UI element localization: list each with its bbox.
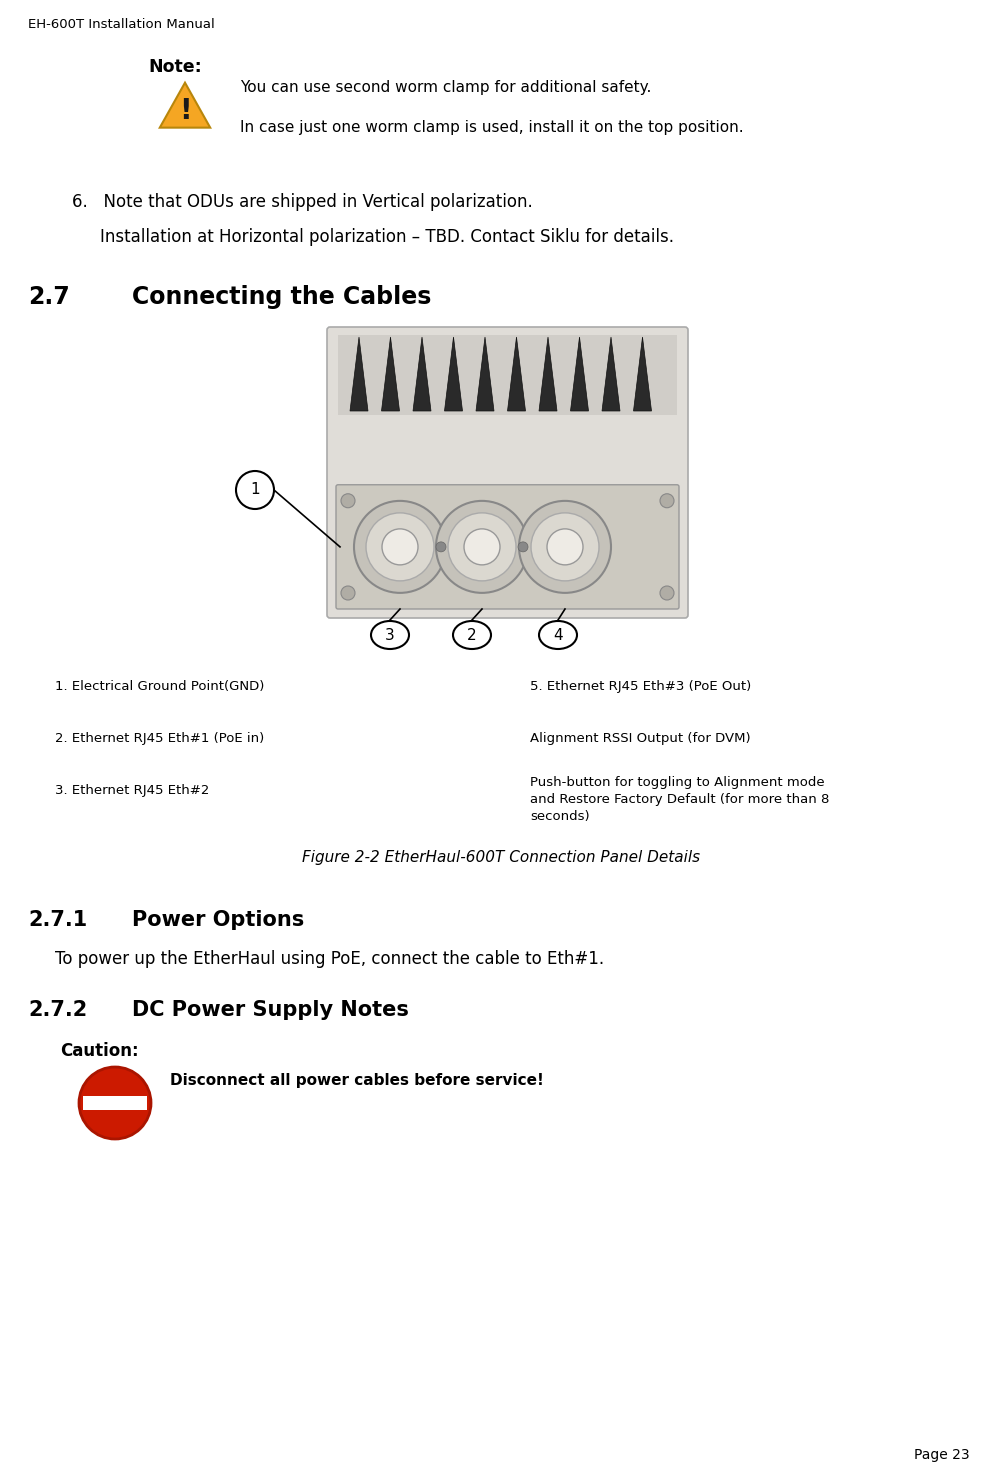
Polygon shape [413,337,431,411]
Circle shape [518,542,528,552]
Text: 2. Ethernet RJ45 Eth#1 (PoE in): 2. Ethernet RJ45 Eth#1 (PoE in) [55,732,265,745]
Text: 6.   Note that ODUs are shipped in Vertical polarization.: 6. Note that ODUs are shipped in Vertica… [72,193,533,211]
Circle shape [436,542,446,552]
Polygon shape [382,337,400,411]
Text: 2.7.2: 2.7.2 [28,1000,87,1020]
Text: Power Options: Power Options [132,911,305,930]
Ellipse shape [371,621,409,649]
Circle shape [531,512,599,581]
Circle shape [464,529,500,565]
Text: To power up the EtherHaul using PoE, connect the cable to Eth#1.: To power up the EtherHaul using PoE, con… [55,950,604,968]
Polygon shape [476,337,494,411]
Text: Note:: Note: [148,59,201,76]
Polygon shape [570,337,588,411]
Circle shape [382,529,418,565]
Text: 5. Ethernet RJ45 Eth#3 (PoE Out): 5. Ethernet RJ45 Eth#3 (PoE Out) [530,679,752,692]
Circle shape [341,493,355,508]
FancyBboxPatch shape [327,326,688,618]
Circle shape [236,471,274,509]
Text: 3: 3 [385,628,395,643]
FancyBboxPatch shape [336,485,679,609]
Text: 2.7: 2.7 [28,285,70,309]
Text: 4: 4 [553,628,563,643]
Polygon shape [602,337,620,411]
Circle shape [448,512,516,581]
Text: 2: 2 [467,628,477,643]
Text: EH-600T Installation Manual: EH-600T Installation Manual [28,18,214,31]
Text: Connecting the Cables: Connecting the Cables [132,285,432,309]
Circle shape [79,1067,151,1139]
Circle shape [660,586,674,600]
Text: DC Power Supply Notes: DC Power Supply Notes [132,1000,409,1020]
Polygon shape [507,337,525,411]
Polygon shape [350,337,368,411]
Circle shape [519,501,611,593]
Text: You can use second worm clamp for additional safety.: You can use second worm clamp for additi… [240,81,651,95]
Text: Installation at Horizontal polarization – TBD. Contact Siklu for details.: Installation at Horizontal polarization … [100,228,674,246]
Text: In case just one worm clamp is used, install it on the top position.: In case just one worm clamp is used, ins… [240,120,743,135]
Bar [338,335,677,414]
Bar [83,1097,147,1110]
Text: Caution:: Caution: [60,1042,138,1060]
Text: 3. Ethernet RJ45 Eth#2: 3. Ethernet RJ45 Eth#2 [55,785,209,796]
Polygon shape [539,337,557,411]
Text: Figure 2-2 EtherHaul-600T Connection Panel Details: Figure 2-2 EtherHaul-600T Connection Pan… [302,851,700,865]
Circle shape [660,493,674,508]
Ellipse shape [539,621,577,649]
Text: Page 23: Page 23 [915,1448,970,1463]
Text: 1. Electrical Ground Point(GND): 1. Electrical Ground Point(GND) [55,679,265,692]
Circle shape [354,501,446,593]
Text: !: ! [178,97,191,124]
Circle shape [436,501,528,593]
Text: Disconnect all power cables before service!: Disconnect all power cables before servi… [170,1073,544,1088]
Circle shape [547,529,583,565]
Ellipse shape [453,621,491,649]
Polygon shape [445,337,463,411]
Polygon shape [159,82,210,127]
Text: Alignment RSSI Output (for DVM): Alignment RSSI Output (for DVM) [530,732,750,745]
Text: 1: 1 [250,483,260,498]
Text: 2.7.1: 2.7.1 [28,911,87,930]
Text: Push-button for toggling to Alignment mode
and Restore Factory Default (for more: Push-button for toggling to Alignment mo… [530,776,830,823]
Circle shape [341,586,355,600]
Circle shape [366,512,434,581]
Polygon shape [633,337,651,411]
